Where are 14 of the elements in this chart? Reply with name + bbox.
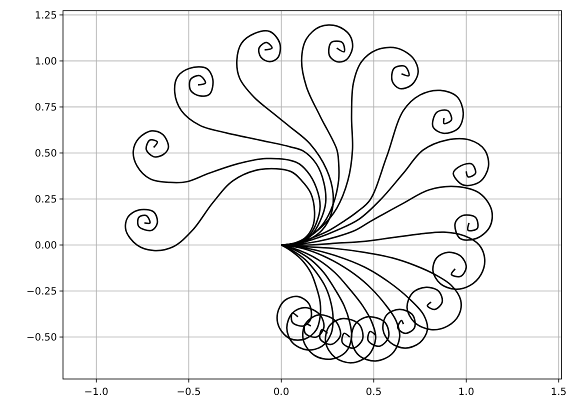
- x-tick-label: 0.0: [273, 387, 290, 398]
- x-tick-label: 0.5: [366, 387, 382, 398]
- x-tick-label: −0.5: [176, 387, 201, 398]
- x-tick-label: 1.5: [550, 387, 567, 398]
- y-tick-label: 0.50: [34, 148, 57, 160]
- x-tick-label: −1.0: [84, 387, 108, 398]
- y-tick-label: 1.25: [34, 10, 57, 22]
- y-tick-label: 0.25: [34, 194, 57, 206]
- y-tick-label: −0.25: [26, 286, 57, 298]
- y-tick-label: 0.00: [34, 240, 57, 252]
- y-tick-label: 1.00: [34, 56, 57, 68]
- y-tick-label: 0.75: [34, 102, 57, 114]
- y-tick-label: −0.50: [26, 332, 57, 344]
- x-tick-label: 1.0: [458, 387, 474, 398]
